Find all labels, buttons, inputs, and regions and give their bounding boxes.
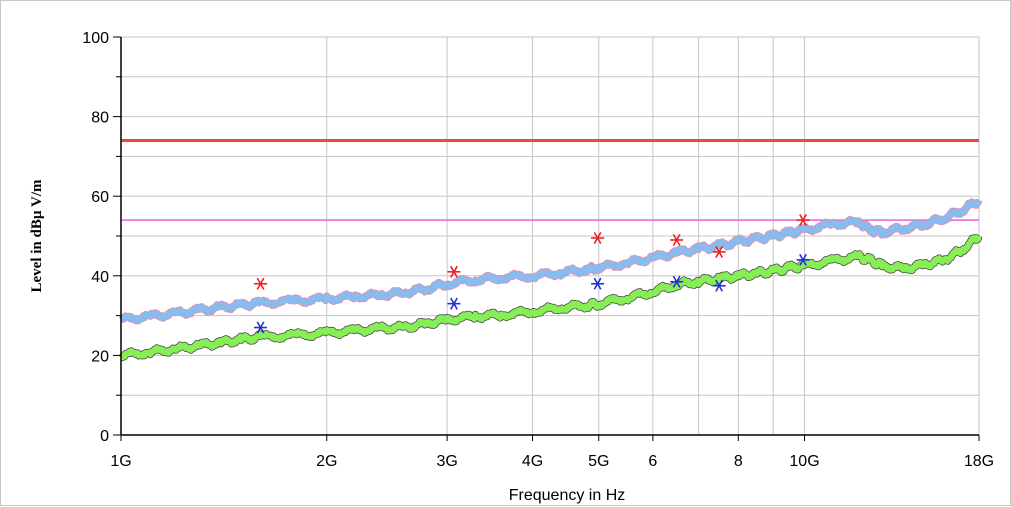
marker-stroke: [450, 265, 458, 278]
x-tick-label: 2G: [316, 453, 337, 470]
marker-point-10: [670, 275, 684, 288]
y-axis-title: Level in dBµ V/m: [29, 179, 45, 292]
marker-stroke: [593, 231, 602, 245]
y-tick-label: 40: [91, 269, 109, 286]
marker-point-7: [254, 321, 268, 334]
y-tick-labels: 0 20 40 60 80 100: [82, 30, 109, 445]
x-tick-label: 10G: [789, 453, 819, 470]
marker-stroke: [672, 275, 681, 288]
limit-lines: [121, 138, 979, 221]
series-2-line: [119, 234, 982, 361]
x-tick-label: 4G: [522, 453, 543, 470]
x-tick-label: 5G: [588, 453, 609, 470]
marker-group: [254, 214, 810, 334]
x-tick-label: 6: [648, 453, 657, 470]
marker-stroke: [799, 214, 807, 227]
marker-stroke: [799, 253, 807, 266]
marker-stroke: [256, 321, 265, 334]
marker-stroke: [672, 233, 681, 247]
marker-stroke: [715, 245, 724, 258]
marker-stroke: [715, 279, 724, 292]
marker-point-6: [796, 214, 810, 227]
y-tick-label: 100: [82, 30, 109, 47]
x-tick-label: 3G: [436, 453, 457, 470]
x-tick-labels: 1G 2G 3G 4G 5G 6 8 10G 18G: [110, 453, 994, 470]
marker-point-1: [254, 277, 268, 290]
x-axis-title: Frequency in Hz: [509, 487, 626, 504]
grid: [120, 36, 980, 436]
series-1-line: [119, 199, 982, 324]
marker-point-12: [796, 253, 810, 266]
marker-stroke: [450, 297, 458, 310]
marker-point-5: [712, 245, 726, 258]
marker-stroke: [593, 277, 602, 290]
y-tick-label: 20: [91, 348, 109, 365]
marker-point-8: [447, 297, 461, 310]
marker-point-11: [712, 279, 726, 292]
marker-stroke: [256, 277, 265, 290]
x-tick-label: 18G: [964, 453, 994, 470]
marker-point-3: [591, 231, 605, 245]
marker-point-9: [591, 277, 605, 290]
x-tick-label: 8: [734, 453, 743, 470]
y-tick-label: 80: [91, 110, 109, 127]
axes: [113, 36, 980, 441]
y-tick-label: 0: [100, 428, 109, 445]
series-group: [118, 198, 983, 362]
marker-point-4: [670, 233, 684, 247]
marker-point-2: [447, 265, 461, 278]
y-tick-label: 60: [91, 189, 109, 206]
x-tick-label: 1G: [110, 453, 131, 470]
